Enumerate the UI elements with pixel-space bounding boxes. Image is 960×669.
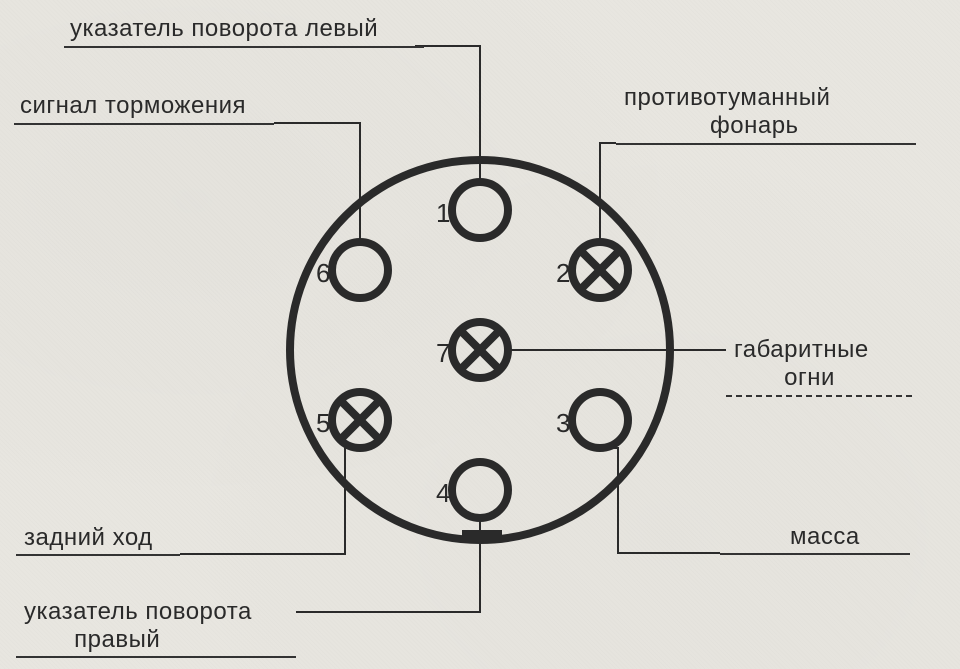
label-underline-left-turn xyxy=(64,46,424,48)
label-left-turn: указатель поворота левый xyxy=(70,15,378,43)
label-underline-fog xyxy=(616,143,916,145)
pin-number-5: 5 xyxy=(316,408,330,439)
label-ground: масса xyxy=(790,523,860,551)
pin-number-4: 4 xyxy=(436,478,450,509)
pin-number-6: 6 xyxy=(316,258,330,289)
label-fog: противотуманный фонарь xyxy=(624,84,830,139)
pin-number-2: 2 xyxy=(556,258,570,289)
label-reverse: задний ход xyxy=(24,524,153,552)
pin-number-7: 7 xyxy=(436,338,450,369)
label-right-turn: указатель поворота правый xyxy=(24,598,252,653)
label-underline-right-turn xyxy=(16,656,296,658)
label-underline-ground xyxy=(720,553,910,555)
label-underline-brake xyxy=(14,123,274,125)
pin-number-3: 3 xyxy=(556,408,570,439)
label-underline-reverse xyxy=(16,554,180,556)
pin-number-1: 1 xyxy=(436,198,450,229)
label-underline-marker xyxy=(726,395,912,397)
label-brake: сигнал торможения xyxy=(20,92,246,120)
label-marker: габаритные огни xyxy=(734,336,869,391)
